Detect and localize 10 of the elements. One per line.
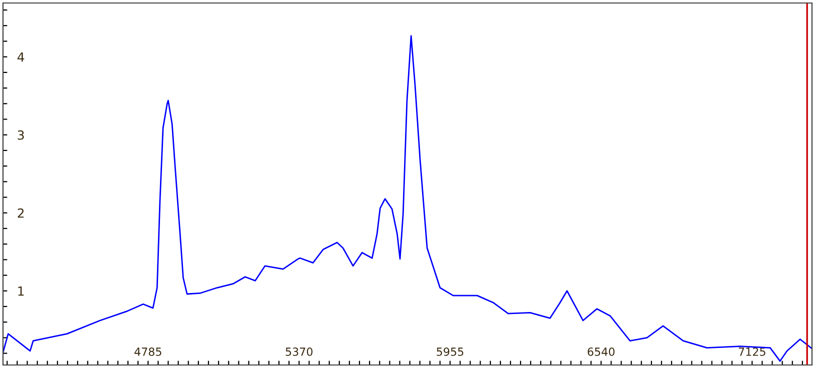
y-tick-label: 4: [18, 52, 24, 62]
x-tick-label: 4785: [134, 348, 162, 356]
line-series: [3, 35, 812, 362]
x-tick-label: 5955: [436, 348, 464, 356]
y-tick-label: 2: [18, 208, 24, 218]
x-tick-label: 6540: [588, 348, 615, 356]
x-tick-label: 5370: [286, 348, 312, 356]
x-tick-label: 7125: [738, 348, 766, 356]
y-tick-label: 1: [18, 286, 24, 296]
y-tick-label: 3: [18, 130, 24, 140]
